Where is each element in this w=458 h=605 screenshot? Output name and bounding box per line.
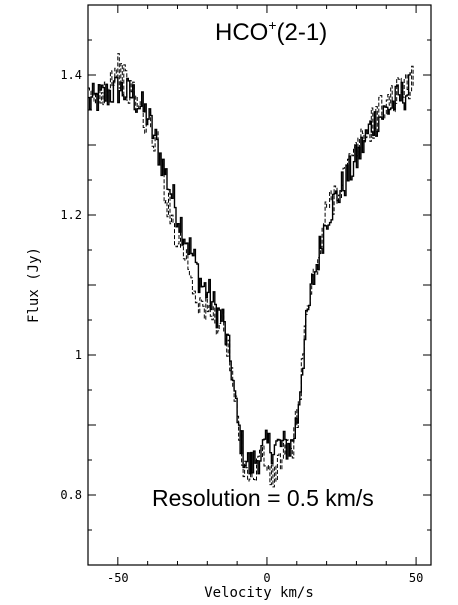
plot-frame xyxy=(87,4,432,566)
series-line-dashed xyxy=(88,53,414,488)
x-axis-label: Velocity km/s xyxy=(204,585,314,601)
y-tick-label: 1 xyxy=(75,348,82,362)
x-axis: -50 0 50 xyxy=(87,5,423,585)
line-annotation-rest: (2-1) xyxy=(277,19,328,46)
y-tick-label: 1.4 xyxy=(60,68,82,82)
line-annotation-main: HCO xyxy=(215,19,268,46)
x-tick-label: -50 xyxy=(107,571,129,585)
line-annotation: HCO+(2-1) xyxy=(215,17,327,46)
x-tick-label: 50 xyxy=(409,571,423,585)
y-tick-label: 0.8 xyxy=(60,488,82,502)
y-axis: 0.8 1 1.2 1.4 xyxy=(60,4,431,566)
line-annotation-sup: + xyxy=(268,17,276,33)
y-axis-label: Flux (Jy) xyxy=(26,247,42,323)
resolution-annotation: Resolution = 0.5 km/s xyxy=(152,485,374,511)
y-tick-label: 1.2 xyxy=(60,208,82,222)
series-layer xyxy=(88,53,414,488)
x-tick-label: 0 xyxy=(263,571,270,585)
series-line-solid xyxy=(88,72,411,475)
